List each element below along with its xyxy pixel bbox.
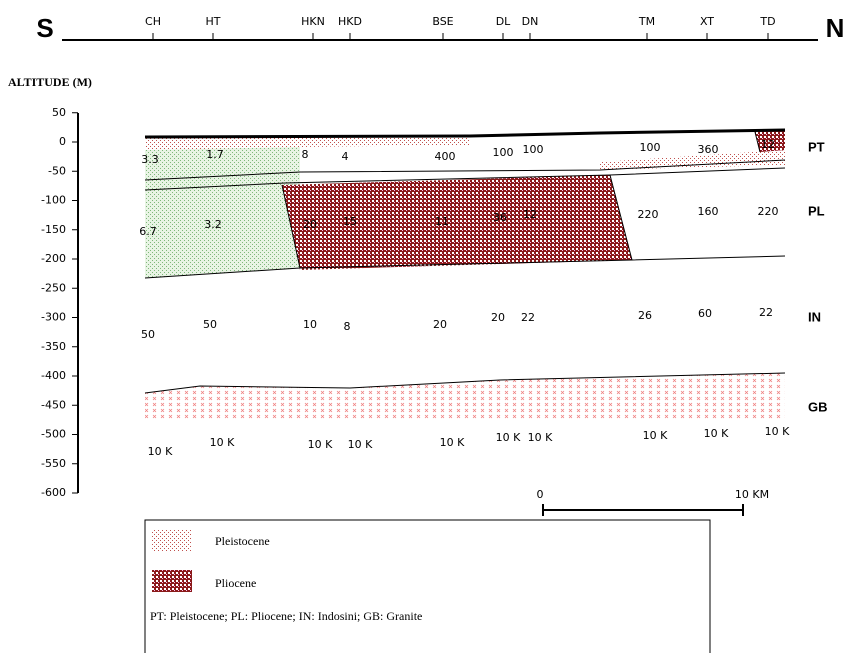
layer-value: 60 <box>698 307 712 320</box>
axis-tick-label: -250 <box>41 281 66 294</box>
layer-value: 36 <box>493 211 507 224</box>
layer-value: 400 <box>435 150 456 163</box>
station-label: DL <box>496 15 511 28</box>
layer-value: 220 <box>758 205 779 218</box>
station-label: HKD <box>338 15 362 28</box>
north-label: N <box>826 13 845 43</box>
layer-label: IN <box>808 309 821 324</box>
station-label: TD <box>759 15 775 28</box>
axis-tick-label: -150 <box>41 223 66 236</box>
station-label: HKN <box>301 15 325 28</box>
layer-value: 3.3 <box>141 153 159 166</box>
layer-value: 11 <box>435 215 449 228</box>
layer-label: PL <box>808 203 825 218</box>
axis-tick-label: -50 <box>48 164 66 177</box>
station-label: DN <box>522 15 539 28</box>
layer-value: 1.7 <box>206 148 224 161</box>
layer-value: 12 <box>523 208 537 221</box>
layer-value: 10 K <box>348 438 373 451</box>
legend-item: Pliocene <box>215 576 256 590</box>
axis-tick-label: -500 <box>41 428 66 441</box>
axis-tick-label: -100 <box>41 194 66 207</box>
station-label: XT <box>700 15 714 28</box>
layer-value: 22 <box>759 306 773 319</box>
axis-tick-label: -300 <box>41 311 66 324</box>
layer-value: 50 <box>203 318 217 331</box>
layer-value: 20 <box>433 318 447 331</box>
layer-value: 20 <box>491 311 505 324</box>
legend-note: PT: Pleistocene; PL: Pliocene; IN: Indos… <box>150 609 422 623</box>
axis-tick-label: 0 <box>59 135 66 148</box>
layer-value: 10 K <box>704 427 729 440</box>
layer-value: 3.2 <box>204 218 222 231</box>
legend-swatch <box>152 570 192 592</box>
layer-value: 22 <box>521 311 535 324</box>
layer-value: 10 K <box>148 445 173 458</box>
axis-label: ALTITUDE (M) <box>8 75 92 89</box>
layer-value: 8 <box>302 148 309 161</box>
layer-value: 160 <box>698 205 719 218</box>
station-label: BSE <box>432 15 453 28</box>
layer-value: 10 K <box>440 436 465 449</box>
layer-value: 8 <box>344 320 351 333</box>
layer-value: 10 K <box>496 431 521 444</box>
layer-value: 20 <box>303 218 317 231</box>
layer-value: 10 <box>303 318 317 331</box>
axis-tick-label: -350 <box>41 340 66 353</box>
layer-value: 100 <box>493 146 514 159</box>
axis-tick-label: -200 <box>41 252 66 265</box>
layer-label: PT <box>808 139 825 154</box>
layer-value: 26 <box>638 309 652 322</box>
granite-zone <box>145 373 785 420</box>
layer-label: GB <box>808 399 828 414</box>
layer-value: 10 K <box>528 431 553 444</box>
pliocene-zone <box>282 175 632 270</box>
station-label: HT <box>206 15 221 28</box>
layer-value: 10 K <box>210 436 235 449</box>
scale-end: 10 KM <box>735 488 769 501</box>
station-label: TM <box>638 15 655 28</box>
cross-section: S N ALTITUDE (M) 0 10 KM Pleistocene Pli… <box>0 0 857 653</box>
layer-value: 6.7 <box>139 225 157 238</box>
axis-tick-label: 50 <box>52 106 66 119</box>
scale-start: 0 <box>537 488 544 501</box>
layer-value: 100 <box>523 143 544 156</box>
layer-value: 4 <box>342 150 349 163</box>
legend-swatch <box>152 530 192 552</box>
legend-item: Pleistocene <box>215 534 270 548</box>
green-zone <box>145 183 300 278</box>
layer-value: 220 <box>638 208 659 221</box>
pleistocene-band <box>600 150 785 170</box>
layer-value: 10 K <box>765 425 790 438</box>
axis-tick-label: -450 <box>41 398 66 411</box>
axis-tick-label: -550 <box>41 457 66 470</box>
station-label: CH <box>145 15 161 28</box>
layer-value: 15 <box>343 215 357 228</box>
south-label: S <box>36 13 53 43</box>
axis-tick-label: -600 <box>41 486 66 499</box>
surface-line <box>145 130 785 137</box>
layer-value: 10 K <box>643 429 668 442</box>
axis-tick-label: -400 <box>41 369 66 382</box>
layer-value: 360 <box>698 143 719 156</box>
layer-value: 50 <box>141 328 155 341</box>
layer-value: 10 K <box>308 438 333 451</box>
layer-value: 12 <box>761 138 775 151</box>
layer-value: 100 <box>640 141 661 154</box>
